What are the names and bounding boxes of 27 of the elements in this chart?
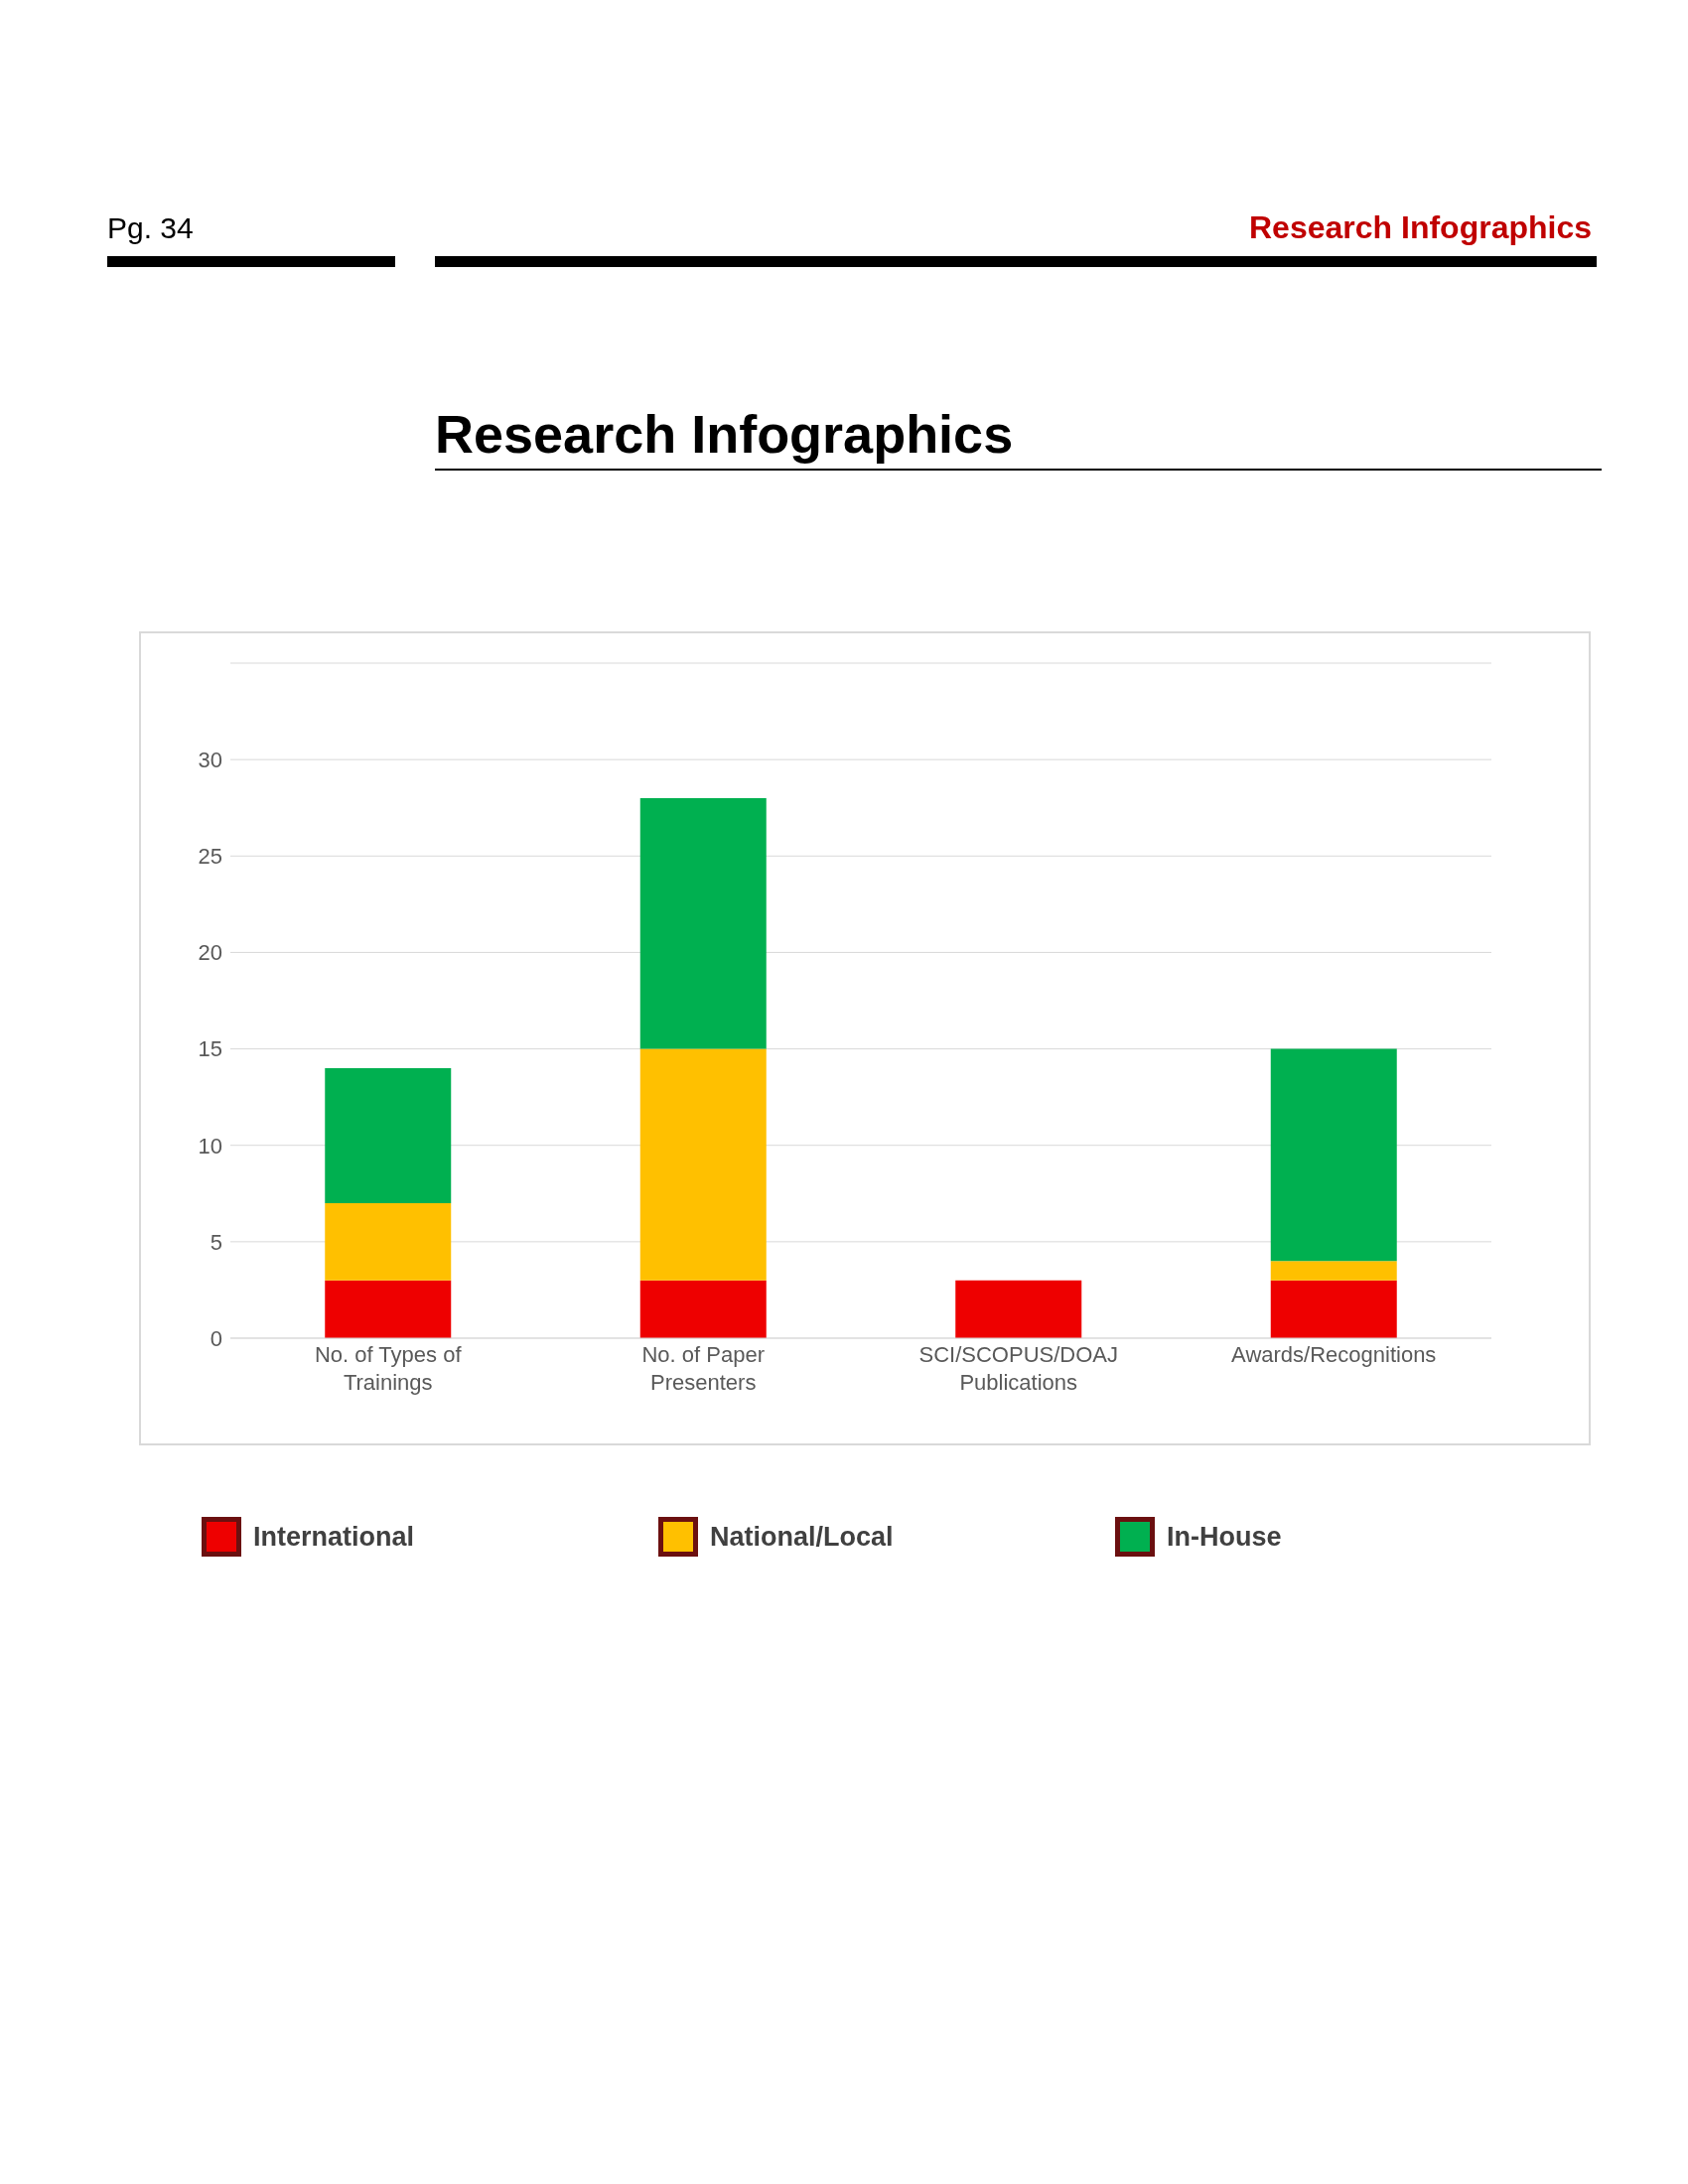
bar <box>639 1280 767 1338</box>
legend-label: International <box>253 1521 415 1553</box>
y-tick-label: 0 <box>210 1325 222 1351</box>
bar <box>955 1280 1082 1338</box>
x-tick-label: No. of Paper Presenters <box>641 1342 766 1395</box>
legend-label: National/Local <box>710 1521 894 1553</box>
bar <box>325 1203 452 1281</box>
y-tick-label: 5 <box>210 1229 222 1255</box>
bar <box>1270 1280 1397 1338</box>
bar <box>325 1280 452 1338</box>
text: Research Infographics <box>1249 209 1592 246</box>
y-tick-label: 15 <box>198 1036 222 1062</box>
y-tick-label: 30 <box>198 747 222 772</box>
legend-label: In-House <box>1167 1521 1282 1553</box>
bar <box>1270 1261 1397 1281</box>
text: Pg. 34 <box>107 211 194 245</box>
bar <box>639 1048 767 1281</box>
x-tick-label: SCI/SCOPUS/DOAJ Publications <box>918 1342 1118 1395</box>
y-tick-label: 10 <box>198 1133 222 1159</box>
y-tick-label: 25 <box>198 844 222 870</box>
bar <box>325 1068 452 1203</box>
bar <box>1270 1048 1397 1262</box>
x-tick-label: Awards/Recognitions <box>1231 1342 1437 1367</box>
bar <box>639 798 767 1049</box>
x-tick-label: No. of Types of Trainings <box>314 1342 463 1395</box>
chart-title: Research Infographics <box>435 403 1602 471</box>
y-tick-label: 20 <box>198 940 222 966</box>
